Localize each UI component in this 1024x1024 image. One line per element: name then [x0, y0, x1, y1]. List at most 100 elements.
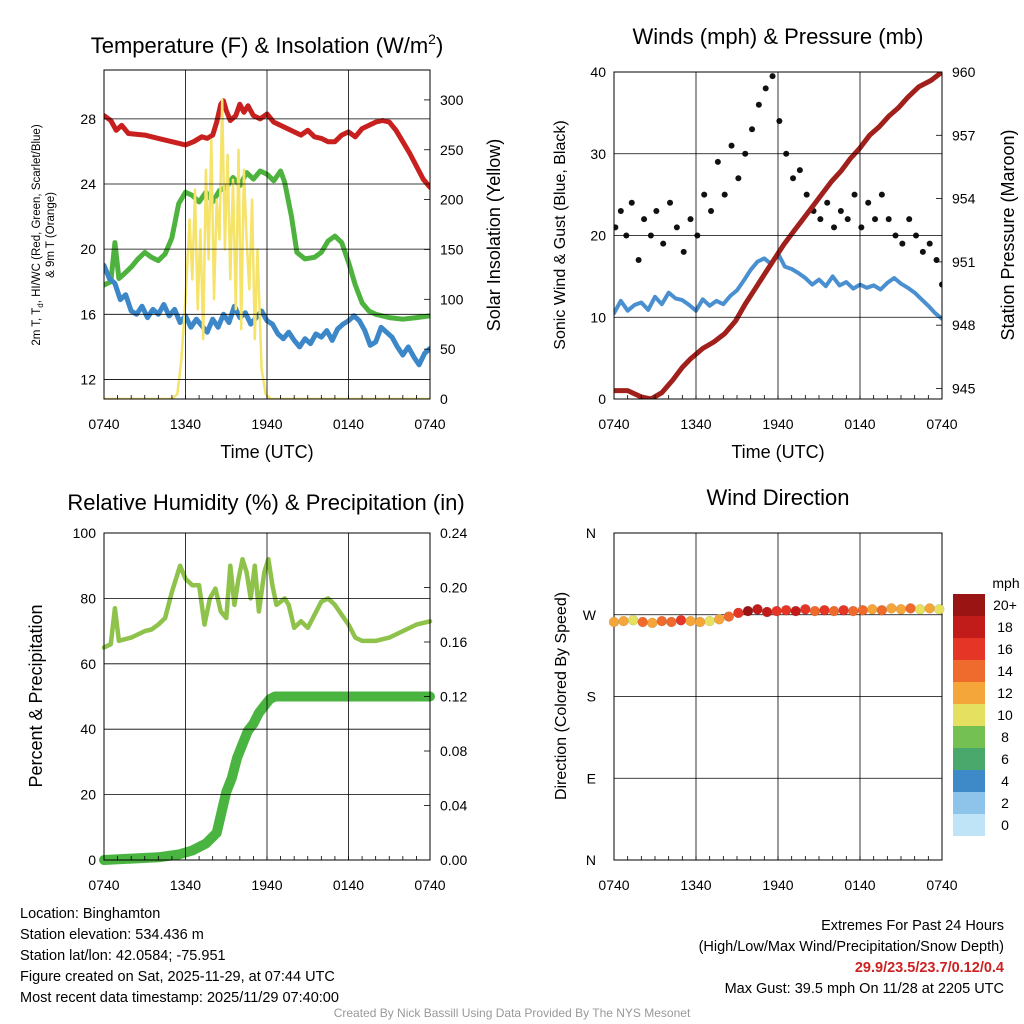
winds-gust-point: [939, 281, 942, 288]
winds-gust-point: [749, 126, 756, 133]
humidity-plot-area: 0740 1340 1940 0140 0740 0 20 40 60 80 100 0.00 0.04…: [73, 525, 468, 893]
direction-point: [809, 605, 821, 617]
winds-y-tick-label: 10: [590, 309, 606, 325]
temperature-y2-tick-label: 150: [440, 241, 464, 257]
winds-gust-point: [614, 224, 619, 231]
humidity-y-tick-label: 40: [80, 721, 96, 737]
winds-gust-point: [796, 167, 803, 174]
legend-label: 6: [1001, 751, 1009, 767]
winds-y2-tick-label: 945: [952, 380, 976, 396]
legend-label: 14: [997, 663, 1013, 679]
direction-point: [713, 614, 725, 625]
winds-plot-area: 0740 1340 1940 0140 0740 0 10 20 30 40 945 948 951 95…: [590, 64, 975, 432]
temperature-y-tick-label: 28: [80, 111, 96, 127]
winds-gust-point: [837, 207, 844, 214]
legend-label: 18: [997, 619, 1013, 635]
direction-point: [608, 616, 620, 628]
legend-label: 8: [1001, 729, 1009, 745]
legend-label: 0: [1001, 817, 1009, 833]
legend-swatch: [953, 792, 985, 814]
humidity-title: Relative Humidity (%) & Precipitation (i…: [67, 490, 464, 515]
direction-point: [723, 611, 735, 622]
humidity-x-tick-label: 0140: [333, 877, 364, 893]
winds-y2-tick-label: 957: [952, 127, 976, 143]
legend-swatch: [953, 682, 985, 704]
temperature-y2-tick-label: 100: [440, 291, 464, 307]
winds-gust-point: [926, 240, 933, 247]
legend-swatch: [953, 638, 985, 660]
humidity-y2-tick-label: 0.20: [440, 580, 467, 596]
direction-point: [694, 616, 706, 628]
winds-gust-point: [803, 191, 810, 198]
direction-x-tick-label: 1340: [680, 877, 711, 893]
direction-point: [637, 616, 648, 628]
direction-point: [886, 603, 897, 614]
extremes-values: 29.9/23.5/23.7/0.12/0.4: [854, 960, 1004, 976]
credit-line: Created By Nick Bassill Using Data Provi…: [333, 1006, 691, 1020]
winds-gust-point: [885, 216, 892, 223]
direction-legend: 20+ 18 16 14 12 10 8 6 4 2 0: [953, 594, 1017, 836]
winds-y2-tick-label: 960: [952, 64, 976, 80]
direction-panel: Wind Direction 0740 1340 1940 0140 0740NESWN…: [553, 485, 1020, 893]
direction-point: [876, 604, 888, 616]
direction-point: [685, 615, 696, 627]
temperature-x-tick-label: 0740: [414, 416, 445, 432]
winds-gust-point: [687, 216, 694, 223]
humidity-y2-tick-label: 0.16: [440, 634, 467, 650]
temperature-y-tick-label: 24: [80, 176, 96, 192]
direction-point: [666, 616, 677, 628]
winds-y2-tick-label: 951: [952, 254, 976, 270]
humidity-y-tick-label: 80: [80, 590, 96, 606]
legend-swatch: [953, 814, 985, 836]
temperature-y-tick-label: 20: [80, 241, 96, 257]
temperature-panel: Temperature (F) & Insolation (W/m2) 0740…: [31, 31, 504, 462]
humidity-series-group: [99, 556, 435, 865]
winds-gust-point: [641, 216, 648, 223]
direction-point: [895, 604, 907, 615]
winds-y-tick-label: 30: [590, 146, 606, 162]
station-latlon: Station lat/lon: 42.0584; -75.951: [20, 948, 226, 964]
winds-gust-point: [790, 175, 797, 182]
legend-swatch: [953, 770, 985, 792]
winds-xlabel: Time (UTC): [731, 442, 824, 462]
winds-gust-point: [755, 101, 762, 108]
legend-label: 2: [1001, 795, 1009, 811]
legend-swatch: [953, 726, 985, 748]
temperature-frame: [103, 69, 431, 400]
direction-x-tick-label: 0740: [926, 877, 957, 893]
temperature-ylabel-left: 2m T, Td, HI/WC (Red, Green, Scarlet/Blu…: [31, 124, 45, 345]
temperature-y-tick-label: 12: [80, 371, 96, 387]
winds-ylabel-right: Station Pressure (Maroon): [998, 129, 1018, 340]
direction-y-tick-label: N: [586, 525, 596, 541]
temperature-x-tick-label: 1940: [251, 416, 282, 432]
direction-x-tick-label: 0140: [844, 877, 875, 893]
legend-label: 10: [997, 707, 1013, 723]
direction-ylabel-left: Direction (Colored By Speed): [553, 592, 570, 800]
direction-point: [800, 604, 811, 615]
humidity-y-tick-label: 100: [73, 525, 97, 541]
legend-label: 16: [997, 641, 1013, 657]
direction-point: [675, 614, 687, 626]
direction-x-tick-label: 0740: [598, 877, 629, 893]
direction-point: [780, 604, 792, 616]
direction-legend-title: mph: [992, 575, 1019, 591]
temperature-y2-tick-label: 300: [440, 92, 464, 108]
direction-point: [618, 615, 629, 627]
humidity-series-line: [101, 556, 433, 650]
winds-gust-point: [714, 158, 721, 165]
winds-gust-point: [906, 216, 913, 223]
direction-y-tick-label: E: [587, 770, 596, 786]
direction-point: [656, 615, 668, 627]
winds-gust-point: [776, 118, 783, 125]
winds-title: Winds (mph) & Pressure (mb): [633, 24, 924, 49]
winds-gust-point: [831, 224, 838, 231]
winds-gust-point: [851, 191, 858, 198]
station-info: Location: Binghamton Station elevation: …: [20, 904, 339, 1009]
direction-point: [771, 605, 782, 617]
direction-point: [819, 604, 830, 616]
direction-y-tick-label: S: [587, 689, 596, 705]
winds-gust-point: [872, 216, 879, 223]
humidity-y-tick-label: 0: [88, 852, 96, 868]
humidity-y2-tick-label: 0.24: [440, 525, 467, 541]
